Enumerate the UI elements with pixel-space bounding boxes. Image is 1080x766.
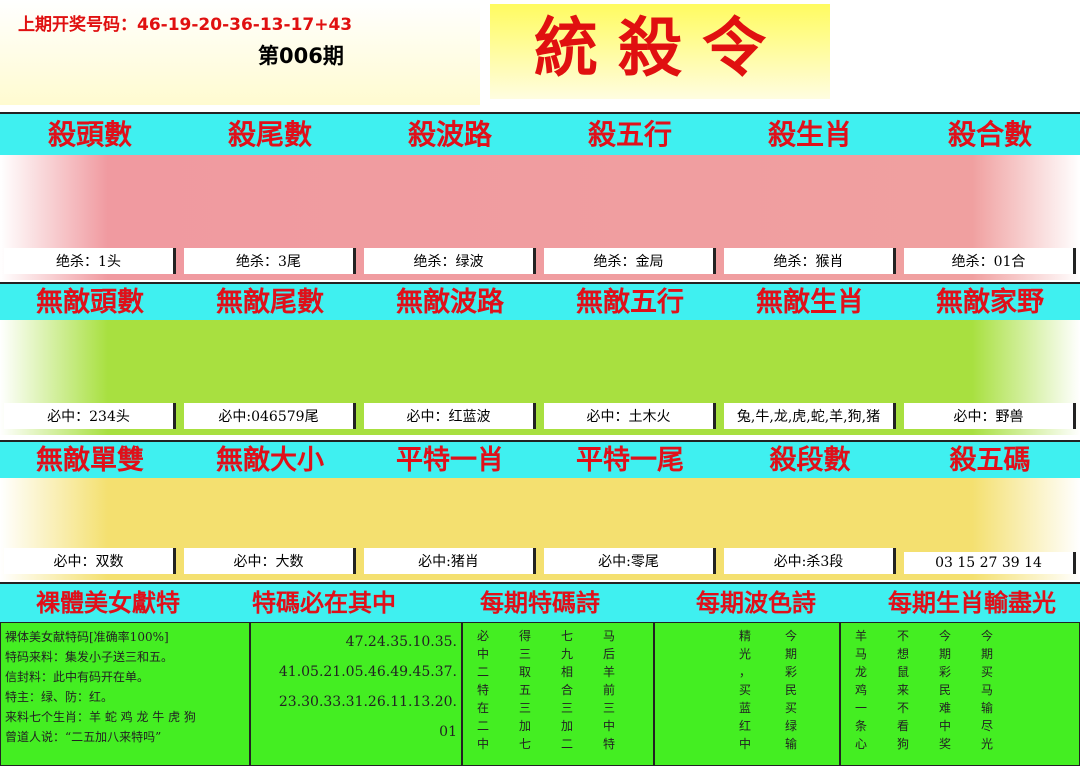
note-line: 特主：绿、防：红。 — [5, 690, 114, 704]
logo: 統殺令 — [490, 4, 830, 99]
number-line: 47.24.35.10.35. — [345, 634, 457, 650]
poem-line: 龙鼠彩买 — [855, 665, 1024, 679]
heading-row: 裸體美女獻特 特碼必在其中 每期特碼詩 每期波色詩 每期生肖輸盡光 — [0, 582, 1080, 624]
section-heading: 平特一肖 — [396, 445, 504, 476]
text-panel: 必得七马中三九后二取相羊特五合前在三三三二加加中中七二特 — [462, 622, 654, 766]
value-label: 必中:零尾 — [544, 548, 716, 574]
value-label: 绝杀：01合 — [904, 248, 1076, 274]
section-heading: 無敵單雙 — [36, 445, 144, 476]
poem-line: 中输 — [739, 737, 832, 751]
poem-line: 中七二特 — [477, 737, 646, 751]
value-label: 绝杀：3尾 — [184, 248, 356, 274]
issue: 第006期 — [258, 44, 344, 68]
value-label: 必中：234头 — [4, 403, 176, 429]
panel-heading: 每期特碼詩 — [480, 588, 600, 617]
section-heading: 殺五碼 — [949, 445, 1031, 476]
note-line: 裸体美女献特码[准确率100%] — [5, 630, 169, 644]
poem-line: 条看中尽 — [855, 719, 1024, 733]
poem-line: 一不难输 — [855, 701, 1024, 715]
section-heading: 殺生肖 — [767, 118, 852, 151]
poem-line: 蓝买 — [739, 701, 832, 715]
panel-heading: 裸體美女獻特 — [36, 588, 180, 617]
heading-row: 無敵單雙 無敵大小 平特一肖 平特一尾 殺段數 殺五碼 — [0, 440, 1080, 482]
value-label: 必中：大数 — [184, 548, 356, 574]
poem-line: 光期 — [739, 647, 832, 661]
number-line: 01 — [439, 724, 457, 740]
value-label: 绝杀：金局 — [544, 248, 716, 274]
panel-heading: 每期波色詩 — [696, 588, 816, 617]
section-heading: 無敵頭數 — [36, 287, 144, 318]
section-heading: 無敵波路 — [396, 287, 504, 318]
panel-heading: 每期生肖輸盡光 — [888, 588, 1056, 617]
value-band: 必中：234头 必中:046579尾 必中：红蓝波 必中：土木火 兔,牛,龙,虎,蛇,羊… — [0, 320, 1080, 435]
poem-line: 马想期期 — [855, 647, 1024, 661]
section-heading: 殺尾數 — [227, 118, 312, 151]
section-heading: 無敵大小 — [216, 445, 324, 476]
poem-line: 中三九后 — [477, 647, 646, 661]
value-label: 必中:杀3段 — [724, 548, 896, 574]
poem-line: 在三三三 — [477, 701, 646, 715]
number-line: 41.05.21.05.46.49.45.37. — [278, 664, 457, 680]
value-label: 兔,牛,龙,虎,蛇,羊,狗,猪 — [724, 403, 896, 429]
last-draw: 上期开奖号码：46-19-20-36-13-17+43 — [18, 15, 353, 35]
section-heading: 無敵五行 — [576, 287, 684, 318]
poem-line: 二加加中 — [477, 719, 646, 733]
text-panel: 精今光期 ，彩买民蓝买红绿中输 — [654, 622, 840, 766]
heading-row: 無敵頭數 無敵尾數 無敵波路 無敵五行 無敵生肖 無敵家野 — [0, 282, 1080, 324]
value-band: 必中：双数 必中：大数 必中:猪肖 必中:零尾 必中:杀3段 03 15 27 39 14 — [0, 478, 1080, 580]
poem-line: 特五合前 — [477, 683, 646, 697]
panel-heading: 特碼必在其中 — [252, 588, 396, 617]
value-label: 必中:046579尾 — [184, 403, 356, 429]
text-panel: 羊不今今马想期期龙鼠彩买鸡来民马一不难输条看中尽心狗奖光 — [840, 622, 1080, 766]
poem-line: 心狗奖光 — [855, 737, 1024, 751]
section-heading: 殺頭數 — [47, 118, 132, 151]
note-line: 信封料：此中有码开在单。 — [5, 670, 150, 684]
number-line: 23.30.33.31.26.11.13.20. — [278, 694, 457, 710]
section-heading: 平特一尾 — [576, 445, 684, 476]
section-heading: 無敵生肖 — [756, 287, 864, 318]
text-panel: 47.24.35.10.35. 41.05.21.05.46.49.45.37. 2… — [250, 622, 462, 766]
note-line: 来料七个生肖：羊 蛇 鸡 龙 牛 虎 狗 — [5, 710, 196, 724]
value-label: 绝杀：猴肖 — [724, 248, 896, 274]
value-label: 必中：双数 — [4, 548, 176, 574]
value-label: 03 15 27 39 14 — [904, 552, 1076, 574]
value-label: 必中：土木火 — [544, 403, 716, 429]
section-heading: 無敵尾數 — [216, 287, 324, 318]
poem-line: 买民 — [739, 683, 832, 697]
note-line: 曾道人说：“二五加八来特吗” — [5, 730, 162, 744]
note-line: 特码来料：集发小子送三和五。 — [5, 650, 174, 664]
section-heading: 殺合數 — [947, 118, 1032, 151]
heading-row: 殺頭數 殺尾數 殺波路 殺五行 殺生肖 殺合數 — [0, 112, 1080, 158]
section-heading: 殺五行 — [587, 118, 672, 151]
poem-line: ，彩 — [739, 665, 832, 679]
poem-line: 必得七马 — [477, 629, 646, 643]
poem-line: 精今 — [739, 629, 832, 643]
poem-line: 羊不今今 — [855, 629, 1024, 643]
poem-line: 鸡来民马 — [855, 683, 1024, 697]
poem-line: 红绿 — [739, 719, 832, 733]
value-label: 必中:猪肖 — [364, 548, 536, 574]
section-heading: 殺段數 — [769, 445, 851, 476]
value-label: 绝杀：绿波 — [364, 248, 536, 274]
header-bg — [0, 0, 480, 105]
value-label: 绝杀：1头 — [4, 248, 176, 274]
value-band: 绝杀：1头 绝杀：3尾 绝杀：绿波 绝杀：金局 绝杀：猴肖 绝杀：01合 — [0, 155, 1080, 280]
text-panel: 裸体美女献特码[准确率100%] 特码来料：集发小子送三和五。 信封料：此中有码开在… — [0, 622, 250, 766]
value-label: 必中：野兽 — [904, 403, 1076, 429]
value-label: 必中：红蓝波 — [364, 403, 536, 429]
section-heading: 無敵家野 — [936, 287, 1044, 318]
poem-line: 二取相羊 — [477, 665, 646, 679]
section-heading: 殺波路 — [407, 118, 492, 151]
